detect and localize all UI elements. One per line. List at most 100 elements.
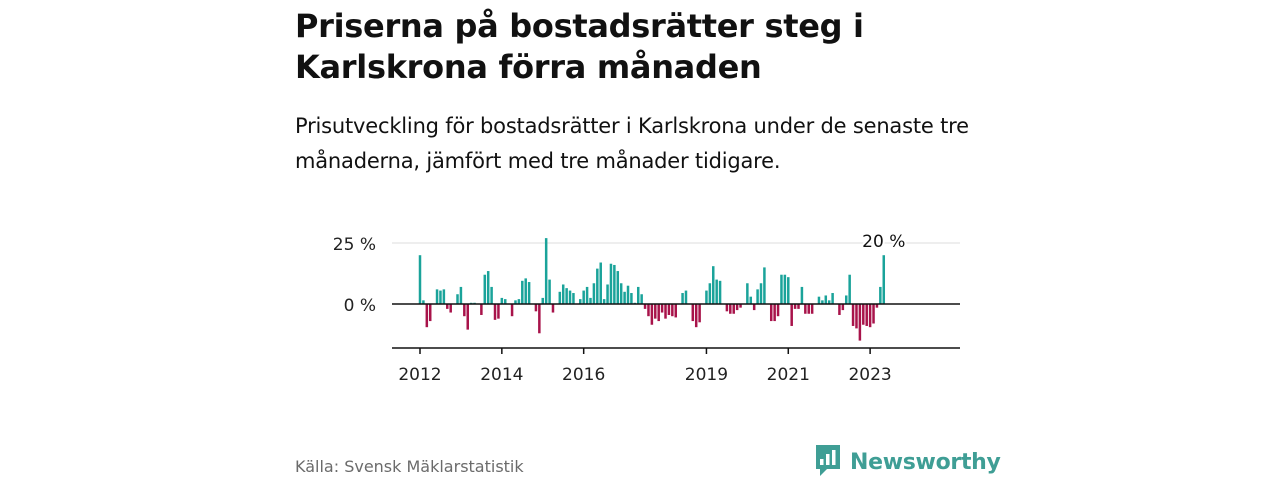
bar	[589, 297, 592, 304]
x-tick-label: 2021	[767, 365, 810, 385]
bar	[851, 304, 855, 326]
bar	[715, 279, 718, 304]
bar	[626, 285, 630, 304]
bar	[599, 262, 602, 304]
x-tick-label: 2019	[685, 365, 728, 385]
bar	[773, 304, 776, 322]
brand-name: Newsworthy	[850, 449, 1001, 475]
chart-subtitle: Prisutveckling för bostadsrätter i Karls…	[295, 114, 969, 173]
bar	[425, 304, 429, 328]
bar	[565, 288, 568, 304]
bar	[838, 304, 841, 315]
bar	[619, 283, 623, 304]
bar	[681, 293, 684, 304]
bar	[446, 304, 449, 309]
bar	[729, 304, 732, 314]
bar	[630, 293, 633, 304]
bar	[538, 304, 541, 334]
bar	[422, 300, 425, 304]
bar	[514, 300, 517, 304]
bar	[858, 304, 862, 341]
bar	[810, 304, 814, 314]
bar	[561, 284, 565, 304]
source-note: Källa: Svensk Mäklarstatistik	[295, 457, 524, 476]
bar	[548, 279, 551, 304]
bar	[667, 304, 671, 315]
bar	[602, 299, 606, 304]
bar	[845, 295, 848, 304]
bar	[793, 304, 797, 309]
bar	[749, 296, 753, 304]
bar	[643, 304, 647, 309]
bar	[524, 278, 527, 304]
x-tick-label: 2014	[480, 365, 523, 385]
bar	[694, 304, 698, 328]
newsworthy-brand[interactable]: Newsworthy	[814, 445, 1001, 479]
bar	[579, 299, 582, 304]
bar	[541, 297, 545, 304]
bar	[759, 283, 763, 304]
bar	[756, 289, 759, 304]
bar	[674, 304, 677, 318]
bar	[732, 304, 735, 314]
bar	[708, 283, 712, 304]
bar	[735, 304, 739, 311]
bar	[657, 304, 660, 322]
bar	[804, 304, 807, 314]
bar	[490, 286, 493, 304]
bar	[872, 304, 875, 324]
bar	[848, 274, 851, 304]
bar	[855, 304, 858, 329]
bar	[718, 280, 722, 304]
bar	[868, 304, 872, 328]
bar	[875, 304, 879, 308]
bar	[882, 255, 886, 304]
bar	[841, 304, 845, 311]
bar	[558, 291, 562, 304]
bar	[763, 267, 766, 304]
bar	[568, 290, 572, 304]
bar	[725, 304, 729, 312]
bar	[497, 304, 500, 319]
axis-layer	[392, 303, 960, 354]
last-value-label: 20 %	[862, 232, 905, 252]
bar	[582, 290, 585, 304]
bar	[787, 277, 790, 304]
bar	[831, 293, 834, 304]
y-tick-label: 25 %	[333, 235, 376, 255]
bar	[466, 304, 469, 330]
bar	[456, 294, 459, 304]
bar	[585, 286, 589, 304]
bar	[636, 286, 640, 304]
bar	[660, 304, 664, 313]
bar	[654, 304, 657, 319]
bar	[500, 297, 504, 304]
x-tick-label: 2012	[398, 365, 441, 385]
bar	[623, 291, 626, 304]
bar	[821, 300, 824, 304]
bar	[527, 282, 531, 304]
bar	[442, 289, 446, 304]
bar	[827, 300, 831, 304]
chart-title: Priserna på bostadsrätter steg i Karlskr…	[295, 7, 864, 86]
bar	[800, 286, 804, 304]
bar	[592, 283, 596, 304]
bar	[463, 304, 466, 317]
bar	[879, 286, 882, 304]
bar	[705, 290, 708, 304]
bar	[865, 304, 868, 326]
bar	[671, 304, 674, 317]
bar	[691, 304, 695, 322]
bars-layer	[418, 238, 886, 341]
bar	[493, 304, 497, 320]
bar	[807, 304, 810, 314]
bar	[780, 274, 783, 304]
bar-chart-speech-bubble-icon	[814, 443, 842, 481]
bar	[712, 266, 715, 304]
bar	[596, 268, 599, 304]
bar	[534, 304, 538, 312]
x-tick-label: 2023	[848, 365, 891, 385]
bar	[480, 304, 483, 315]
bar	[698, 304, 701, 323]
bar	[769, 304, 773, 322]
